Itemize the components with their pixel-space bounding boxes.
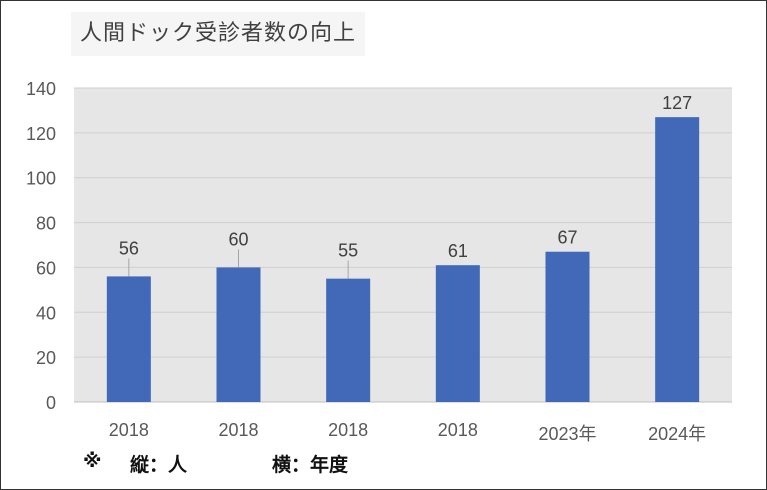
data-label: 61: [448, 241, 468, 261]
y-tick-label: 120: [26, 124, 56, 144]
bar: [106, 276, 151, 402]
y-tick-label: 80: [36, 214, 56, 234]
x-tick-label: 2018: [438, 420, 478, 440]
x-tick-label: 2024年: [648, 424, 706, 444]
y-tick-label: 0: [46, 393, 56, 413]
data-label: 56: [119, 238, 139, 258]
bar: [216, 267, 261, 402]
x-tick-label: 2018: [328, 420, 368, 440]
chart-title: 人間ドック受診者数の向上: [71, 12, 365, 56]
note-horizontal-axis: 横：年度: [272, 454, 349, 476]
x-tick-label: 2023年: [538, 424, 596, 444]
bar: [435, 265, 480, 402]
data-label: 55: [338, 241, 358, 261]
note-vertical-axis: 縦：人: [130, 454, 188, 476]
data-label: 127: [662, 93, 692, 113]
bar: [655, 117, 700, 403]
x-tick-label: 2018: [218, 420, 258, 440]
bar: [545, 251, 590, 402]
y-tick-label: 100: [26, 169, 56, 189]
y-tick-label: 140: [26, 79, 56, 99]
data-label: 67: [557, 228, 577, 248]
y-tick-label: 40: [36, 303, 56, 323]
y-tick-label: 20: [36, 348, 56, 368]
y-tick-label: 60: [36, 258, 56, 278]
note-mark: ※: [83, 450, 102, 472]
plot-area: [74, 88, 732, 402]
bar: [326, 278, 371, 402]
x-tick-label: 2018: [109, 420, 149, 440]
data-label: 60: [228, 229, 248, 249]
